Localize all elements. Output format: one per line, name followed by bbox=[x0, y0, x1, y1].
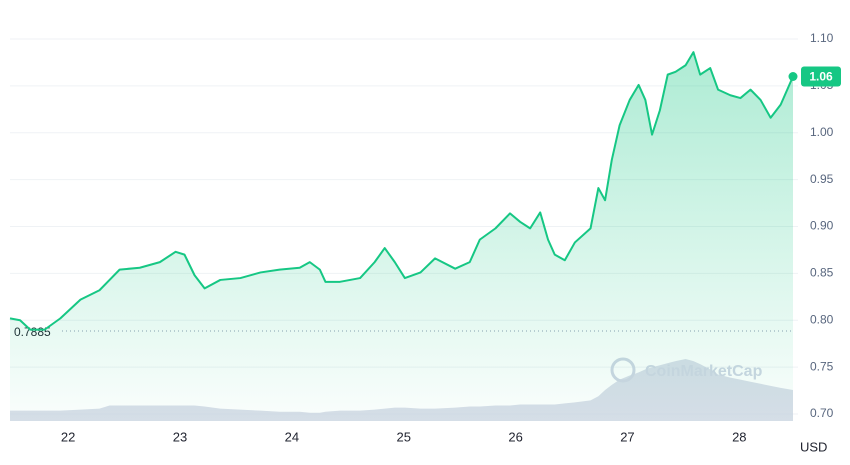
x-tick-label: 27 bbox=[620, 429, 634, 444]
last-point bbox=[788, 72, 798, 81]
y-tick-label: 1.10 bbox=[810, 31, 834, 45]
y-tick-label: 0.70 bbox=[810, 406, 834, 420]
x-tick-label: 22 bbox=[61, 429, 75, 444]
x-tick-label: 28 bbox=[732, 429, 746, 444]
y-tick-label: 0.80 bbox=[810, 312, 834, 326]
y-tick-label: 0.95 bbox=[810, 172, 834, 186]
y-tick-label: 1.00 bbox=[810, 125, 834, 139]
price-badge-label: 1.06 bbox=[809, 70, 833, 84]
y-axis-label: USD bbox=[800, 439, 827, 454]
x-tick-label: 26 bbox=[508, 429, 522, 444]
x-tick-label: 23 bbox=[173, 429, 187, 444]
y-tick-label: 0.85 bbox=[810, 266, 834, 280]
price-area bbox=[10, 52, 793, 421]
price-line bbox=[9, 51, 794, 331]
price-badge bbox=[801, 66, 841, 87]
y-tick-label: 0.75 bbox=[810, 359, 834, 373]
y-tick-label: 0.90 bbox=[810, 219, 834, 233]
x-tick-label: 25 bbox=[397, 429, 411, 444]
x-tick-label: 24 bbox=[285, 429, 299, 444]
